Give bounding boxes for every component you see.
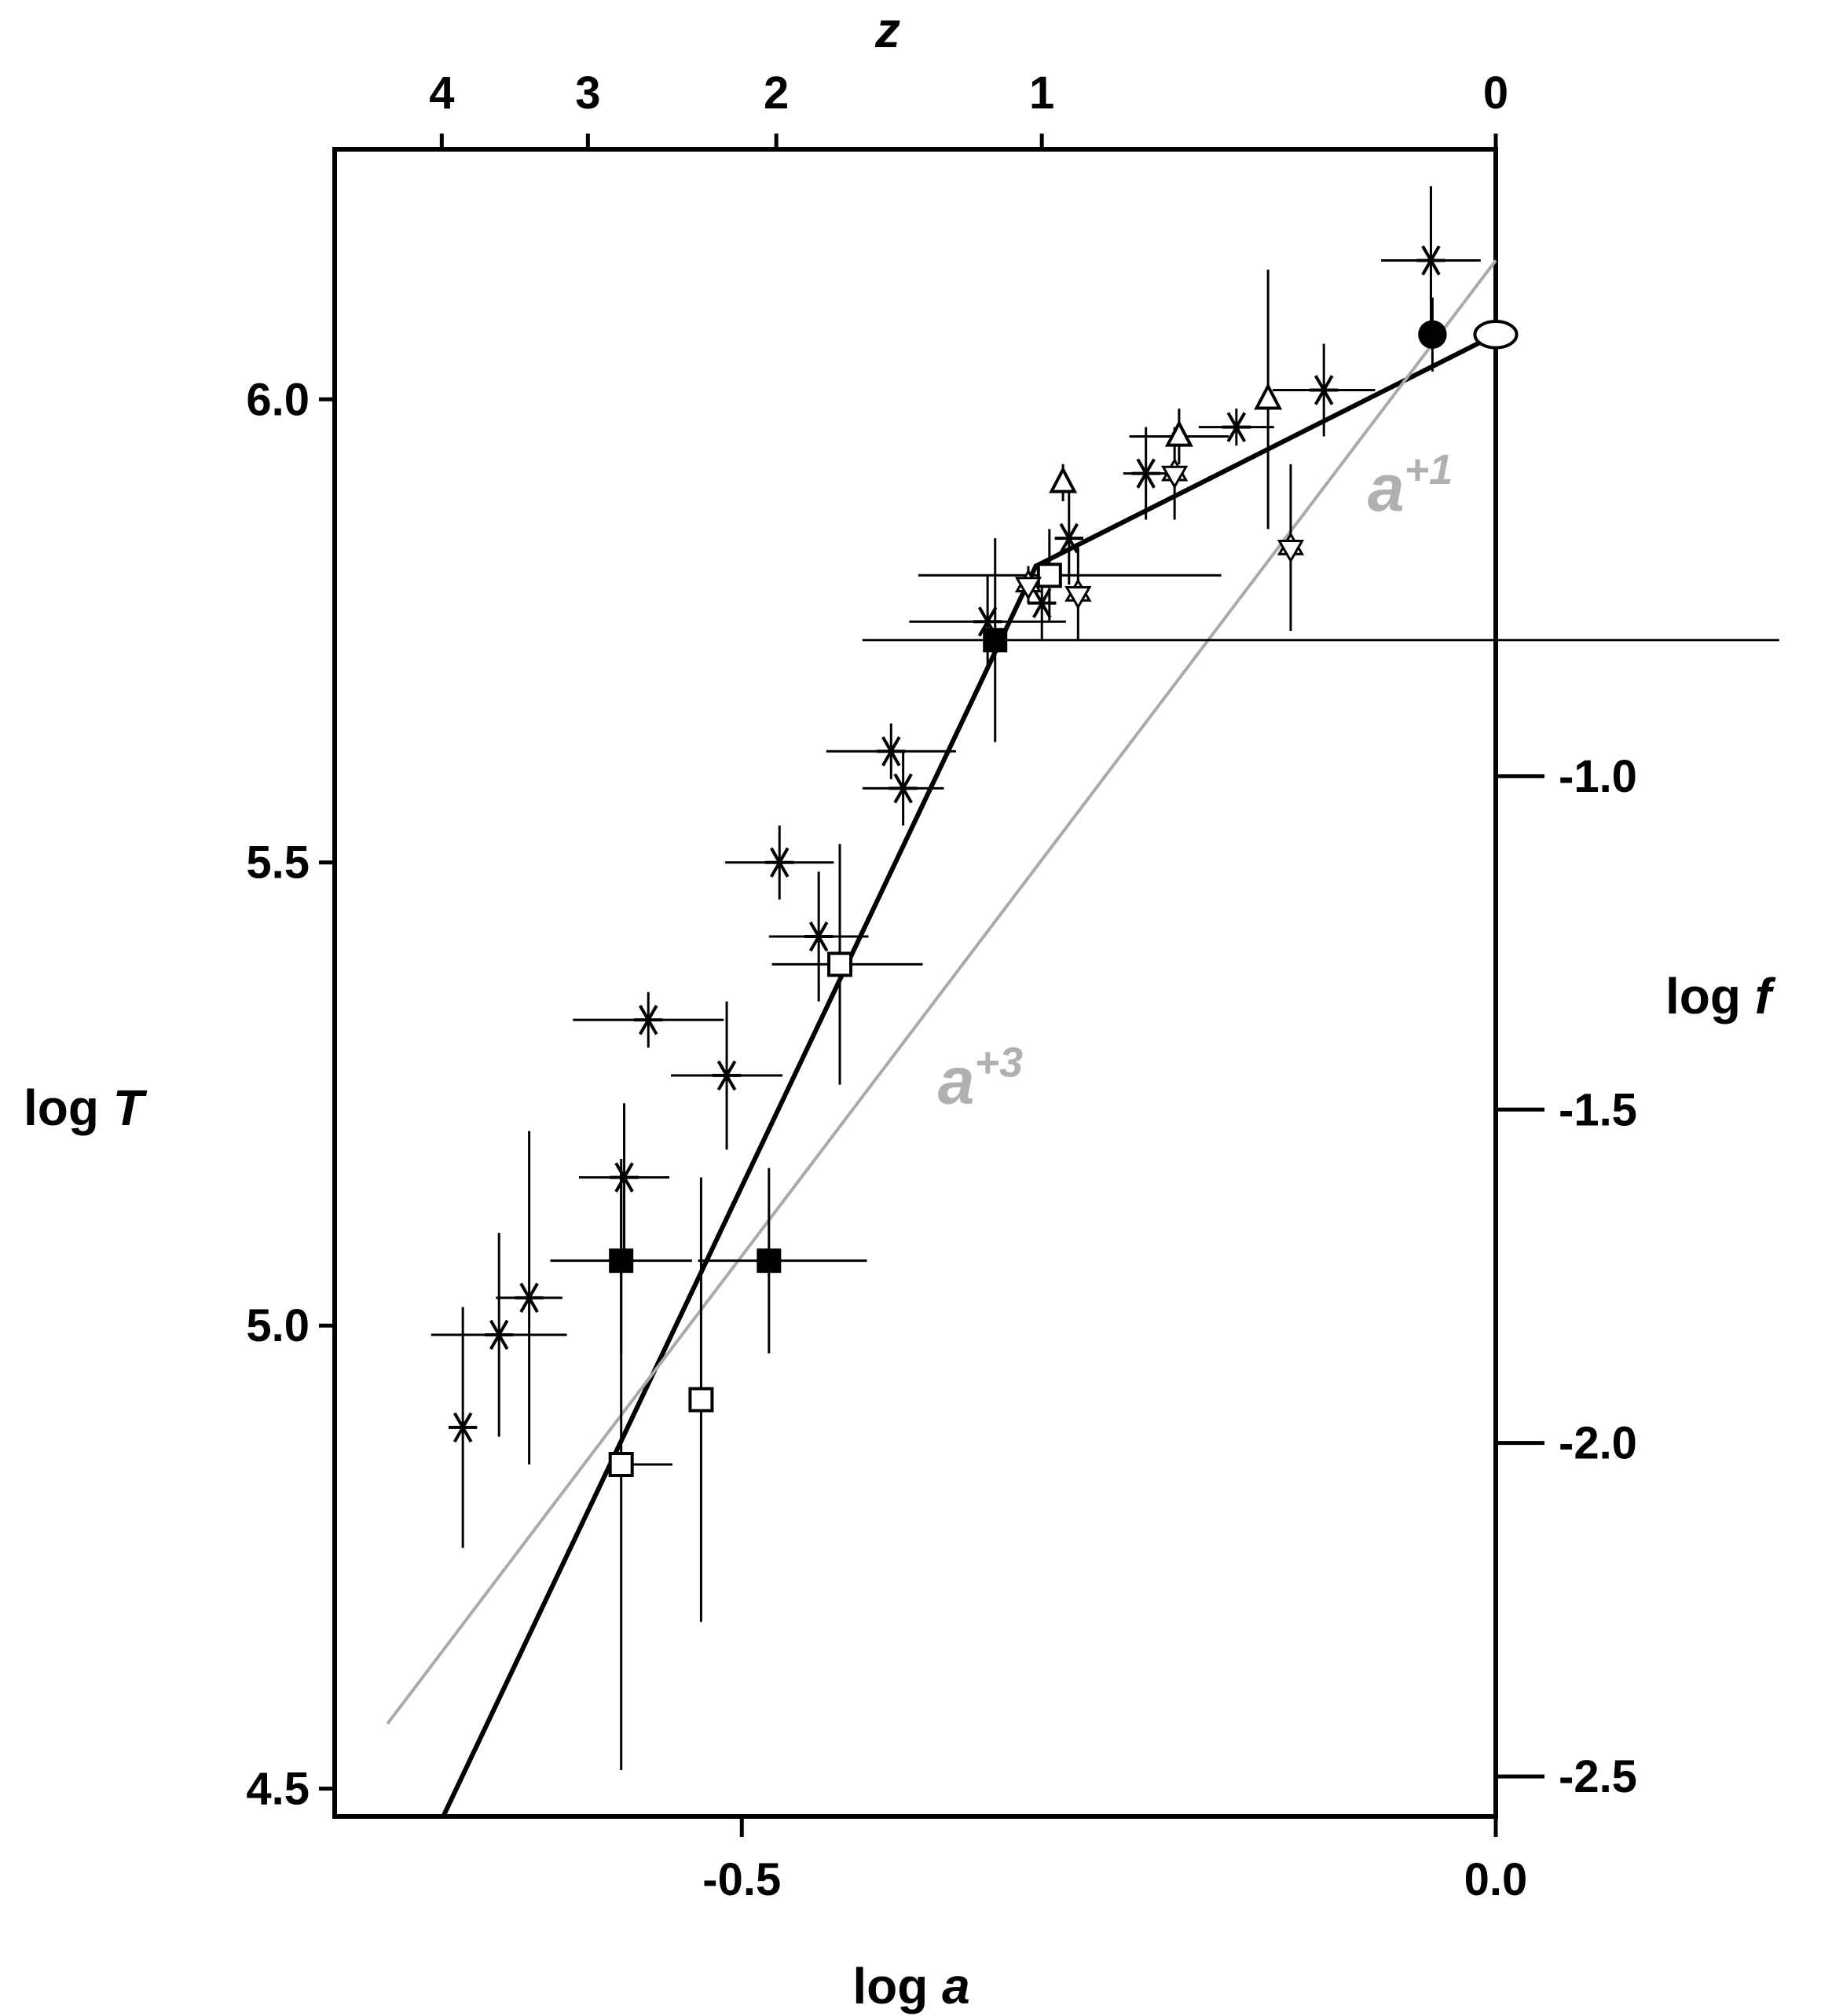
data-point: [431, 1233, 567, 1437]
square-open-marker: [608, 1452, 634, 1478]
asterisk-stroke: [893, 773, 913, 804]
y-tick-label: 4.5: [246, 1764, 310, 1815]
data-point: [1198, 409, 1274, 446]
data-point: [725, 825, 834, 900]
data-point: [448, 1307, 478, 1549]
triangle-open-marker: [1254, 383, 1283, 410]
triangle-open-marker: [1164, 420, 1193, 447]
y-tick-label: 5.5: [246, 838, 310, 889]
x-tick-label: 0.0: [1464, 1854, 1528, 1905]
asterisk-stroke: [489, 1319, 509, 1351]
data-point: [1049, 464, 1078, 501]
x2-tick-label: 3: [575, 68, 600, 119]
y2-tick-label: -1.5: [1559, 1084, 1637, 1135]
fit-lines: [386, 259, 1497, 1818]
data-point: [1123, 427, 1169, 520]
data-point: [1064, 547, 1092, 640]
x2-tick-label: 0: [1483, 68, 1508, 119]
asterisk-stroke: [639, 1004, 658, 1035]
square-open-marker: [827, 951, 853, 977]
x-axis-title: log a: [852, 1958, 969, 2014]
star-open-marker: [1064, 586, 1092, 610]
y-tick-label: 6.0: [246, 374, 310, 425]
x-tick-label: -0.5: [702, 1854, 781, 1905]
diamond-open-marker: [1473, 319, 1519, 350]
data-point: [862, 538, 1779, 742]
asterisk-stroke: [1136, 458, 1156, 489]
y-tick-label: 5.0: [246, 1300, 310, 1351]
data-point: [1254, 269, 1283, 530]
square-open-marker: [1036, 563, 1062, 588]
right-axis-title: log f: [1665, 968, 1776, 1024]
power-law-annotation: a+3: [938, 1039, 1023, 1117]
top-axis-title: z: [874, 2, 900, 58]
asterisk-stroke: [977, 607, 998, 637]
star-open-marker: [1277, 540, 1305, 563]
asterisk-stroke: [716, 1060, 737, 1091]
asterisk-stroke: [1314, 375, 1334, 405]
circle-filled-marker: [1418, 320, 1447, 349]
x2-tick-label: 1: [1029, 68, 1054, 119]
data-point: [496, 1131, 562, 1465]
asterisk-stroke: [1032, 588, 1052, 618]
y2-tick-label: -2.5: [1559, 1751, 1637, 1802]
asterisk-stroke: [1421, 245, 1441, 276]
x2-tick-label: 4: [429, 68, 454, 119]
data-point: [1473, 269, 1519, 400]
asterisk-stroke: [1059, 522, 1079, 554]
data-point: [578, 1103, 670, 1252]
data-point: [1418, 297, 1447, 372]
square-open-marker: [688, 1387, 714, 1413]
data-point: [1028, 566, 1057, 640]
annotation-base: a: [938, 1043, 975, 1117]
black-fit-line: [441, 332, 1497, 1818]
data-points: [431, 186, 1779, 1771]
y-axis-title: log T: [24, 1079, 148, 1136]
annotation-exponent: +3: [975, 1039, 1024, 1086]
asterisk-stroke: [808, 921, 829, 952]
data-point: [688, 1177, 714, 1622]
triangle-open-marker: [1049, 466, 1078, 493]
data-point: [1129, 409, 1229, 464]
data-point: [826, 723, 956, 779]
data-point: [918, 529, 1222, 622]
square-filled-marker: [757, 1248, 782, 1274]
data-point: [768, 871, 869, 1002]
data-point: [608, 1158, 672, 1771]
asterisk-stroke: [453, 1412, 473, 1443]
annotation-exponent: +1: [1405, 446, 1453, 493]
axes: 4.5 5.0 5.5 6.0 -0.5 0.0 -1.0 -1.5 -2.0 -2.5 4 3 2 1 0: [246, 68, 1637, 1905]
plot-frame: [332, 147, 1498, 1819]
star-open-marker: [1160, 465, 1189, 489]
asterisk-stroke: [881, 736, 901, 767]
data-point: [671, 1001, 783, 1150]
power-law-annotation: a+1: [1368, 446, 1453, 525]
annotations: a+3a+1: [938, 446, 1453, 1117]
square-filled-marker: [983, 628, 1008, 653]
data-point: [698, 1167, 867, 1354]
star-open-marker: [1014, 577, 1042, 600]
asterisk-stroke: [1226, 412, 1247, 442]
y2-tick-label: -1.0: [1559, 751, 1637, 802]
x2-tick-label: 2: [764, 68, 789, 119]
asterisk-stroke: [614, 1162, 634, 1193]
data-point: [1272, 343, 1376, 437]
data-point: [1277, 464, 1305, 632]
data-point: [573, 992, 724, 1048]
asterisk-stroke: [770, 847, 790, 878]
data-point: [862, 751, 944, 826]
annotation-base: a: [1368, 451, 1405, 525]
data-point: [1381, 186, 1481, 335]
data-point: [1054, 492, 1083, 585]
asterisk-stroke: [519, 1282, 539, 1314]
gray-fit-line: [386, 259, 1497, 1725]
y2-tick-label: -2.0: [1559, 1418, 1637, 1469]
data-point: [771, 844, 923, 1085]
data-point: [1014, 566, 1042, 603]
